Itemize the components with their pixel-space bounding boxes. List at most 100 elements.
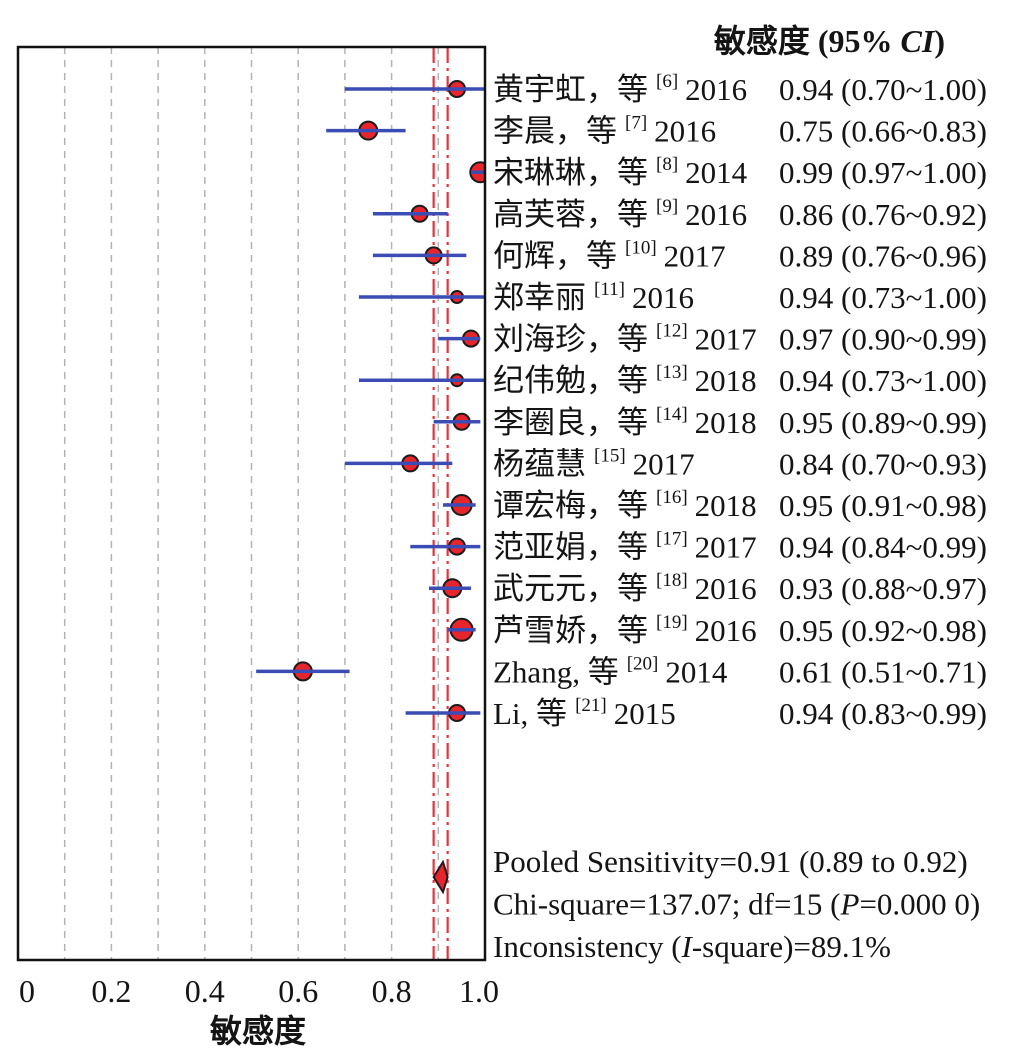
study-reference: [20] bbox=[627, 653, 659, 674]
study-estimate-ci: 0.94 (0.73~1.00) bbox=[779, 280, 987, 315]
study-author: 杨蕴慧 bbox=[493, 446, 586, 481]
summary-italic-symbol: P bbox=[840, 887, 860, 922]
study-mark bbox=[358, 290, 485, 304]
study-year: 2017 bbox=[695, 322, 757, 357]
study-author: 刘海珍，等 bbox=[493, 322, 648, 357]
x-tick-label: 0.8 bbox=[372, 973, 412, 1009]
study-year: 2018 bbox=[695, 405, 757, 440]
study-year: 2017 bbox=[633, 446, 695, 481]
x-tick-label: 0.6 bbox=[278, 973, 318, 1009]
study-mark bbox=[326, 120, 406, 141]
study-label: Li, 等 [21] 2015 bbox=[493, 695, 676, 731]
study-label: Zhang, 等 [20] 2014 bbox=[493, 653, 728, 689]
study-mark bbox=[344, 454, 453, 473]
study-label: 纪伟勉，等 [13] 2018 bbox=[493, 362, 757, 398]
study-estimate-ci: 0.97 (0.90~0.99) bbox=[779, 322, 987, 357]
summary-line: Inconsistency (I-square)=89.1% bbox=[493, 929, 891, 964]
study-estimate-ci: 0.95 (0.92~0.98) bbox=[779, 613, 987, 648]
estimate-column-header: 敏感度 (95% CI) bbox=[714, 23, 945, 59]
x-tick-labels: 0 0.2 0.4 0.6 0.8 1.0 bbox=[19, 973, 499, 1009]
x-tick-label: 1.0 bbox=[459, 973, 499, 1009]
summary-text: Pooled Sensitivity=0.91 (0.89 to 0.92) bbox=[493, 844, 968, 879]
study-year: 2017 bbox=[695, 530, 757, 565]
study-markers bbox=[256, 80, 485, 722]
study-author: Li, 等 bbox=[493, 696, 567, 731]
study-reference: [14] bbox=[656, 404, 688, 425]
study-label: 郑幸丽 [11] 2016 bbox=[493, 279, 694, 315]
study-reference: [7] bbox=[625, 113, 647, 134]
study-year: 2017 bbox=[664, 238, 726, 273]
study-label: 宋琳琳，等 [8] 2014 bbox=[493, 154, 748, 190]
study-estimate-ci: 0.75 (0.66~0.83) bbox=[779, 114, 987, 149]
study-reference: [21] bbox=[575, 695, 607, 716]
pooled-diamond-group bbox=[432, 859, 449, 895]
study-mark bbox=[442, 494, 476, 516]
study-author: 芦雪娇，等 bbox=[493, 613, 648, 648]
summary-line: Chi-square=137.07; df=15 (P=0.000 0) bbox=[493, 887, 980, 922]
pooled-estimate-diamond bbox=[432, 859, 449, 895]
study-year: 2018 bbox=[695, 363, 757, 398]
study-reference: [18] bbox=[656, 570, 688, 591]
study-reference: [16] bbox=[656, 487, 688, 508]
study-mark bbox=[447, 617, 476, 642]
study-year: 2016 bbox=[695, 571, 757, 606]
summary-text: Chi-square=137.07; df=15 ( bbox=[493, 887, 841, 922]
summary-italic-symbol: I bbox=[681, 929, 694, 964]
study-author: 郑幸丽 bbox=[493, 280, 586, 315]
study-label: 黄宇虹，等 [6] 2016 bbox=[493, 71, 747, 107]
vertical-gridlines bbox=[63, 47, 440, 960]
study-author: 范亚娟，等 bbox=[493, 530, 648, 565]
study-reference: [8] bbox=[656, 154, 678, 175]
study-estimate-ci: 0.89 (0.76~0.96) bbox=[779, 238, 987, 273]
study-mark bbox=[372, 246, 467, 265]
study-reference: [10] bbox=[625, 237, 657, 258]
summary-line: Pooled Sensitivity=0.91 (0.89 to 0.92) bbox=[493, 844, 968, 879]
study-label: 武元元，等 [18] 2016 bbox=[493, 570, 757, 606]
study-year: 2018 bbox=[695, 488, 757, 523]
study-reference: [11] bbox=[594, 279, 625, 300]
study-reference: [9] bbox=[656, 196, 678, 217]
study-estimate-ci: 0.86 (0.76~0.92) bbox=[779, 197, 987, 232]
header-ci-italic: CI bbox=[901, 23, 936, 59]
study-mark bbox=[469, 161, 485, 184]
study-year: 2015 bbox=[614, 696, 676, 731]
study-mark bbox=[428, 578, 471, 599]
study-mark bbox=[405, 704, 481, 722]
x-tick-label: 0.2 bbox=[91, 973, 131, 1009]
study-reference: [12] bbox=[656, 321, 688, 342]
study-author: Zhang, 等 bbox=[493, 654, 619, 689]
summary-text: Inconsistency ( bbox=[493, 929, 682, 964]
study-author: 黄宇虹，等 bbox=[493, 72, 648, 107]
study-mark bbox=[438, 329, 481, 348]
study-estimate-ci: 0.94 (0.83~0.99) bbox=[779, 696, 987, 731]
study-year: 2016 bbox=[685, 197, 747, 232]
summary-text: -square)=89.1% bbox=[692, 929, 891, 964]
study-label: 范亚娟，等 [17] 2017 bbox=[493, 529, 757, 565]
x-tick-label: 0.4 bbox=[185, 973, 225, 1009]
study-label: 李圈良，等 [14] 2018 bbox=[493, 404, 757, 440]
summary-text: =0.000 0) bbox=[859, 887, 980, 922]
study-estimate-ci: 0.99 (0.97~1.00) bbox=[779, 155, 987, 190]
study-year: 2014 bbox=[665, 654, 728, 689]
study-year: 2016 bbox=[695, 613, 757, 648]
study-year: 2016 bbox=[654, 114, 716, 149]
study-reference: [6] bbox=[656, 71, 678, 92]
study-year: 2016 bbox=[632, 280, 694, 315]
study-label: 芦雪娇，等 [19] 2016 bbox=[493, 612, 757, 648]
study-mark bbox=[410, 537, 481, 556]
study-label: 谭宏梅，等 [16] 2018 bbox=[493, 487, 757, 523]
study-label: 何辉，等 [10] 2017 bbox=[493, 237, 726, 273]
study-estimate-ci: 0.95 (0.89~0.99) bbox=[779, 405, 987, 440]
study-author: 纪伟勉，等 bbox=[493, 363, 648, 398]
study-mark bbox=[372, 204, 448, 223]
study-author: 何辉，等 bbox=[493, 238, 617, 273]
study-mark bbox=[358, 373, 485, 388]
header-text: 敏感度 (95% bbox=[714, 23, 901, 59]
study-label: 高芙蓉，等 [9] 2016 bbox=[493, 196, 747, 232]
study-year: 2016 bbox=[685, 72, 747, 107]
study-label: 刘海珍，等 [12] 2017 bbox=[493, 321, 757, 357]
study-estimate-ci: 0.94 (0.84~0.99) bbox=[779, 530, 987, 565]
